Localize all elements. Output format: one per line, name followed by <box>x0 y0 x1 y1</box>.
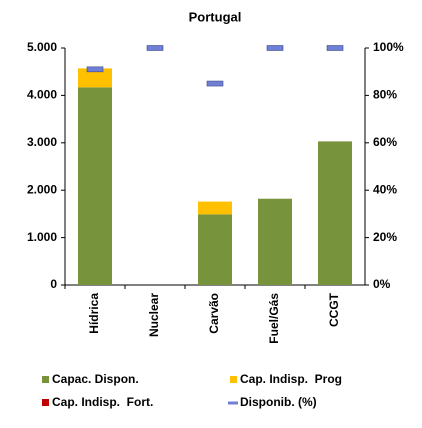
legend-swatch <box>228 401 238 405</box>
availability-marker <box>266 45 284 51</box>
y-tick-label: 2.000 <box>27 182 57 196</box>
bar-segment <box>198 201 232 215</box>
availability-marker <box>326 45 344 51</box>
availability-marker <box>206 80 224 87</box>
y-tick-label: 5.000 <box>27 40 57 54</box>
y2-tick-label: 80% <box>373 88 397 102</box>
legend-label: Disponib. (%) <box>240 395 317 409</box>
x-tick-label: Nuclear <box>147 293 161 337</box>
y-tick-label: 4.000 <box>27 88 57 102</box>
bar-segment <box>78 87 112 285</box>
legend-label: Cap. Indisp. Fort. <box>52 395 153 409</box>
chart-title: Portugal <box>189 9 242 24</box>
bar-segment <box>318 141 352 285</box>
y2-tick-label: 40% <box>373 182 397 196</box>
y2-tick-label: 0% <box>373 277 391 291</box>
legend-swatch <box>230 376 237 383</box>
legend-swatch <box>42 399 49 406</box>
legend-label: Cap. Indisp. Prog <box>240 372 342 386</box>
y2-tick-label: 100% <box>373 40 404 54</box>
y2-tick-label: 60% <box>373 135 397 149</box>
bar-segment <box>198 214 232 285</box>
x-tick-label: Hídrica <box>87 293 101 334</box>
legend-label: Capac. Dispon. <box>52 372 139 386</box>
y-tick-label: 0 <box>50 277 57 291</box>
y2-tick-label: 20% <box>373 230 397 244</box>
x-tick-label: CCGT <box>327 292 341 327</box>
availability-marker <box>86 66 104 73</box>
y-tick-label: 3.000 <box>27 135 57 149</box>
bar-segment <box>258 198 292 285</box>
availability-marker <box>146 45 164 51</box>
y-tick-label: 1.000 <box>27 230 57 244</box>
legend-swatch <box>42 376 49 383</box>
x-tick-label: Carvão <box>207 293 221 334</box>
x-tick-label: Fuel/Gás <box>267 293 281 344</box>
bar-segment <box>78 68 112 88</box>
